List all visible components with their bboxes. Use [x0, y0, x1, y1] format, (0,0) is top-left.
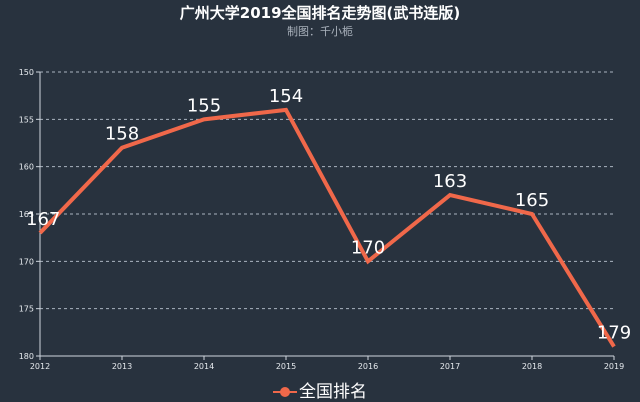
- data-label: 167: [26, 209, 60, 230]
- x-tick-label: 2019: [604, 362, 624, 371]
- y-tick-label: 170: [19, 257, 34, 266]
- data-label: 154: [269, 86, 303, 107]
- x-tick-label: 2015: [276, 362, 296, 371]
- data-label: 163: [433, 171, 467, 192]
- x-tick-label: 2016: [358, 362, 378, 371]
- y-tick-label: 155: [19, 115, 34, 124]
- x-tick-label: 2014: [194, 362, 214, 371]
- chart-subtitle: 制图：千小栀: [287, 25, 353, 38]
- x-tick-label: 2012: [30, 362, 50, 371]
- y-tick-label: 180: [19, 352, 34, 361]
- data-label: 155: [187, 95, 221, 116]
- x-tick-label: 2013: [112, 362, 132, 371]
- x-tick-label: 2017: [440, 362, 460, 371]
- y-tick-label: 160: [19, 163, 34, 172]
- x-tick-label: 2018: [522, 362, 542, 371]
- data-label: 165: [515, 190, 549, 211]
- legend-label: 全国排名: [299, 382, 367, 402]
- y-tick-label: 165: [19, 210, 34, 219]
- data-label: 170: [351, 237, 385, 258]
- series-line: [38, 107, 616, 348]
- data-label: 179: [597, 323, 631, 344]
- data-label: 158: [105, 124, 139, 145]
- y-tick-label: 150: [19, 68, 34, 77]
- chart-title: 广州大学2019全国排名走势图(武书连版): [179, 4, 461, 22]
- y-tick-label: 175: [19, 305, 34, 314]
- legend-marker-icon: [273, 387, 297, 397]
- legend[interactable]: 全国排名: [0, 377, 640, 402]
